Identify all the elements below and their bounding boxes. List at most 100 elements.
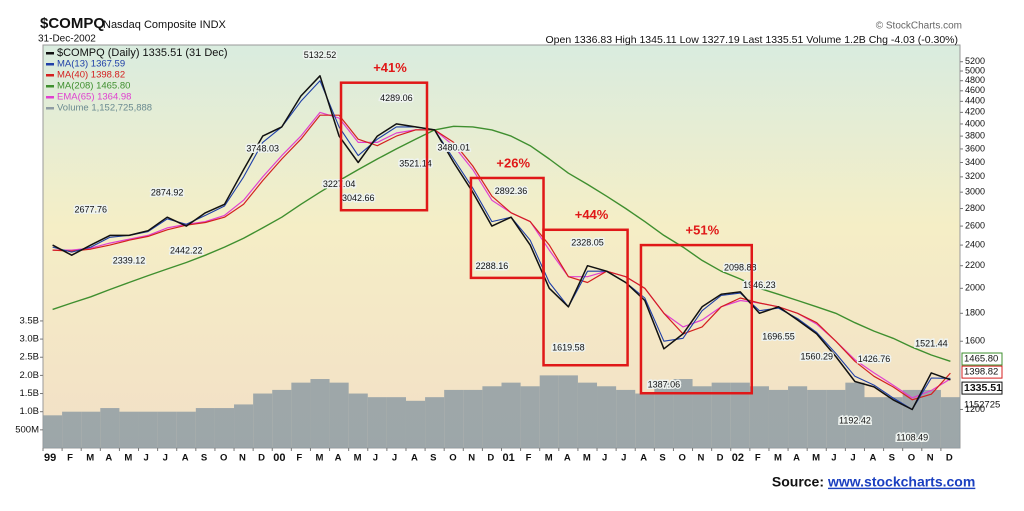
x-tick-label: A	[335, 453, 342, 464]
volume-bar	[348, 393, 368, 448]
volume-bar	[253, 393, 273, 448]
peak-label: 1108.49	[896, 433, 928, 443]
x-tick-label: J	[831, 453, 836, 464]
y2-tick-label: 1.5B	[19, 388, 39, 399]
peak-label: 1560.29	[800, 352, 833, 362]
peak-label: 1521.44	[915, 339, 948, 349]
last-value-label: 1398.82	[964, 367, 998, 378]
source-link[interactable]: www.stockcharts.com	[827, 474, 975, 490]
volume-bar	[405, 400, 426, 448]
y-tick-label: 4600	[965, 85, 985, 95]
price-line	[52, 125, 951, 362]
y-tick-label: 2200	[965, 260, 985, 270]
rally-label: +44%	[575, 207, 609, 222]
x-tick-label: 02	[732, 452, 744, 464]
x-tick-label: O	[908, 453, 915, 464]
y-tick-label: 4400	[965, 96, 985, 106]
x-tick-label: A	[564, 453, 571, 464]
x-tick-label: J	[602, 453, 607, 464]
volume-bar	[539, 375, 559, 448]
peak-label: 2677.76	[74, 204, 107, 214]
x-tick-label: F	[296, 453, 302, 464]
x-tick-label: J	[144, 453, 149, 464]
x-tick-label: S	[201, 453, 207, 464]
volume-bar	[940, 397, 960, 448]
volume-bar	[788, 386, 808, 448]
peak-label: 3521.14	[399, 159, 432, 169]
source-label: Source:	[772, 474, 824, 490]
volume-bar	[195, 408, 215, 448]
y-tick-label: 3000	[965, 187, 985, 197]
x-tick-label: A	[105, 453, 112, 464]
x-tick-label: M	[812, 453, 820, 464]
peak-label: 4289.06	[380, 93, 413, 103]
legend-swatch	[46, 74, 54, 77]
volume-bar	[692, 386, 712, 448]
volume-bar	[597, 386, 617, 448]
last-volume-label: 1152725	[964, 400, 1000, 411]
x-tick-label: O	[678, 453, 685, 464]
x-tick-label: 01	[503, 452, 515, 464]
peak-label: 3480.01	[437, 142, 470, 152]
volume-bar	[520, 386, 540, 448]
x-tick-label: S	[889, 453, 895, 464]
price-line	[52, 114, 951, 401]
x-tick-label: S	[430, 453, 436, 464]
peak-label: 3748.03	[246, 144, 279, 154]
volume-bar	[176, 411, 196, 448]
x-tick-label: O	[220, 453, 227, 464]
y2-tick-label: 2.0B	[19, 370, 39, 381]
peak-label: 1946.23	[743, 280, 776, 290]
volume-bar	[826, 389, 846, 448]
volume-bar	[558, 375, 578, 448]
peak-label: 1696.55	[762, 332, 795, 342]
last-value-box	[961, 365, 1003, 379]
volume-bar	[768, 389, 789, 448]
volume-bar	[864, 397, 884, 448]
x-tick-label: S	[659, 453, 665, 464]
volume-bar	[291, 382, 311, 448]
peak-label: 2288.16	[476, 261, 509, 271]
volume-bar	[234, 404, 254, 448]
volume-bar	[329, 382, 349, 448]
volume-bar	[310, 379, 330, 448]
y-tick-label: 1600	[965, 336, 985, 346]
peak-label: 1387.06	[648, 379, 681, 389]
rally-label: +41%	[373, 60, 407, 75]
peak-label: 2328.05	[571, 238, 604, 248]
y-tick-label: 1200	[965, 404, 985, 414]
x-tick-label: M	[86, 453, 94, 464]
legend-label: Volume 1,152,725,888	[57, 103, 152, 114]
y-tick-label: 2800	[965, 203, 985, 213]
x-tick-label: F	[755, 453, 761, 464]
volume-bar	[157, 411, 177, 448]
peak-label: 3042.66	[342, 193, 375, 203]
volume-bar	[386, 397, 406, 448]
volume-bar	[883, 397, 903, 448]
rally-box	[639, 243, 754, 395]
legend-label: MA(40) 1398.82	[57, 70, 125, 81]
x-tick-label: J	[163, 453, 168, 464]
peak-label: 1619.58	[552, 343, 585, 353]
volume-bar	[616, 389, 636, 448]
x-tick-label: 99	[44, 452, 56, 464]
price-line	[52, 75, 951, 411]
peak-label: 5132.52	[304, 50, 337, 60]
legend-swatch	[46, 107, 54, 110]
volume-bar	[463, 389, 483, 448]
y-tick-label: 5200	[965, 56, 985, 66]
x-tick-label: M	[124, 453, 132, 464]
volume-bar	[272, 389, 292, 448]
x-tick-label: J	[373, 453, 378, 464]
rally-label: +51%	[686, 223, 720, 238]
x-tick-label: A	[869, 453, 876, 464]
y-tick-label: 5000	[965, 65, 985, 75]
legend-swatch	[46, 63, 54, 66]
volume-bar	[654, 382, 674, 448]
volume-bar	[62, 411, 82, 448]
last-value-label: 1465.80	[964, 354, 998, 365]
quote: Open 1336.83 High 1345.11 Low 1327.19 La…	[545, 34, 958, 46]
x-tick-label: N	[927, 453, 934, 464]
x-tick-label: A	[182, 453, 189, 464]
